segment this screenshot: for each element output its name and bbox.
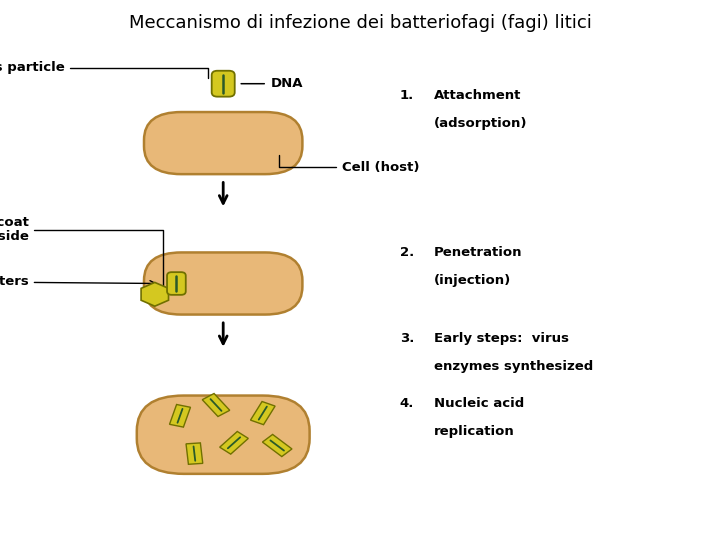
Polygon shape xyxy=(251,402,275,424)
Text: Meccanismo di infezione dei batteriofagi (fagi) litici: Meccanismo di infezione dei batteriofagi… xyxy=(129,14,591,31)
Polygon shape xyxy=(141,282,168,306)
Polygon shape xyxy=(220,431,248,454)
Text: Virus particle: Virus particle xyxy=(0,61,208,78)
Text: Viral DNA enters: Viral DNA enters xyxy=(0,275,156,288)
Text: Attachment: Attachment xyxy=(434,89,521,102)
Text: 4.: 4. xyxy=(400,397,414,410)
Text: Cell (host): Cell (host) xyxy=(279,155,420,174)
Text: 3.: 3. xyxy=(400,332,414,345)
Text: replication: replication xyxy=(434,425,515,438)
Text: (adsorption): (adsorption) xyxy=(434,117,528,130)
FancyBboxPatch shape xyxy=(212,71,235,97)
Text: DNA: DNA xyxy=(271,77,303,90)
FancyBboxPatch shape xyxy=(137,395,310,474)
Text: Penetration: Penetration xyxy=(434,246,523,259)
Polygon shape xyxy=(186,443,203,464)
Text: 2.: 2. xyxy=(400,246,414,259)
FancyBboxPatch shape xyxy=(144,252,302,314)
Polygon shape xyxy=(202,394,230,416)
Text: Early steps:  virus: Early steps: virus xyxy=(434,332,570,345)
Text: (injection): (injection) xyxy=(434,274,511,287)
Polygon shape xyxy=(169,404,191,427)
Text: enzymes synthesized: enzymes synthesized xyxy=(434,360,593,373)
Polygon shape xyxy=(262,434,292,457)
Text: Protein coat
remains outside: Protein coat remains outside xyxy=(0,215,163,286)
Text: Nucleic acid: Nucleic acid xyxy=(434,397,524,410)
FancyBboxPatch shape xyxy=(167,272,186,295)
FancyBboxPatch shape xyxy=(144,112,302,174)
Text: 1.: 1. xyxy=(400,89,414,102)
